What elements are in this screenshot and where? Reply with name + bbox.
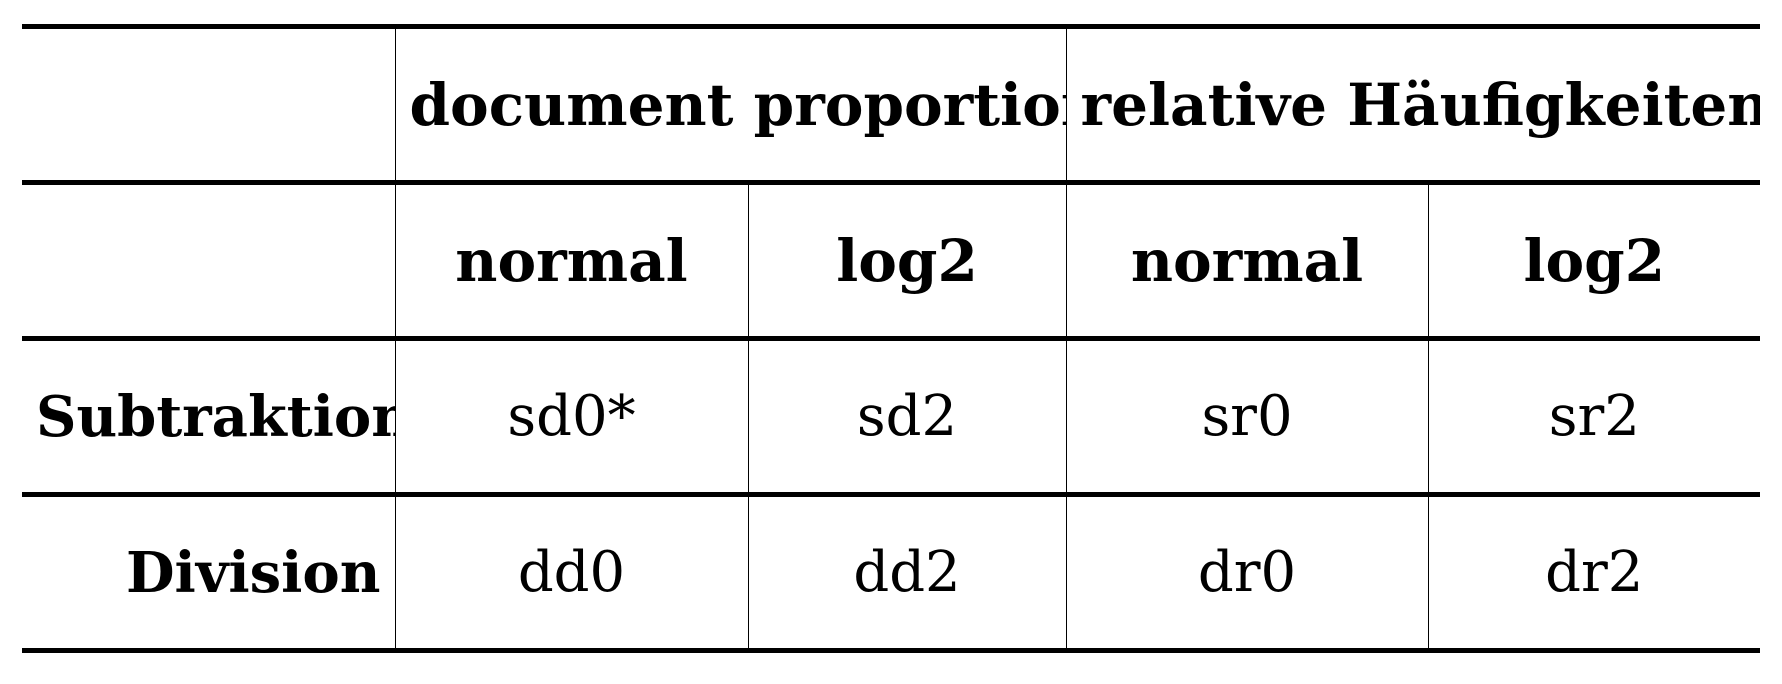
table-cell: sd2: [747, 336, 1067, 495]
table-cell: sr2: [1427, 336, 1761, 495]
empty-corner-cell: [22, 24, 395, 183]
table-cell: dr0: [1065, 492, 1429, 653]
table-cell: dd0: [394, 492, 748, 653]
empty-subheader-cell: [22, 180, 395, 339]
table-cell: dd2: [747, 492, 1067, 653]
group-header-row: document proportions relative Häufigkeit…: [22, 24, 1761, 183]
group-header-relative-haeufigkeiten: relative Häufigkeiten: [1065, 24, 1761, 183]
method-variant-table: document proportions relative Häufigkeit…: [22, 24, 1761, 653]
table-cell: dr2: [1427, 492, 1761, 653]
sub-header-log2: log2: [1427, 180, 1761, 339]
results-table-container: document proportions relative Häufigkeit…: [22, 24, 1761, 653]
table-cell: sd0*: [394, 336, 748, 495]
row-label-division: Division: [22, 492, 395, 653]
group-header-document-proportions: document proportions: [394, 24, 1067, 183]
sub-header-normal: normal: [394, 180, 748, 339]
table-cell: sr0: [1065, 336, 1429, 495]
table-row: Subtraktion sd0* sd2 sr0 sr2: [22, 336, 1761, 495]
sub-header-normal: normal: [1065, 180, 1429, 339]
table-row: Division dd0 dd2 dr0 dr2: [22, 492, 1761, 653]
row-label-subtraktion: Subtraktion: [22, 336, 395, 495]
sub-header-row: normal log2 normal log2: [22, 180, 1761, 339]
sub-header-log2: log2: [747, 180, 1067, 339]
